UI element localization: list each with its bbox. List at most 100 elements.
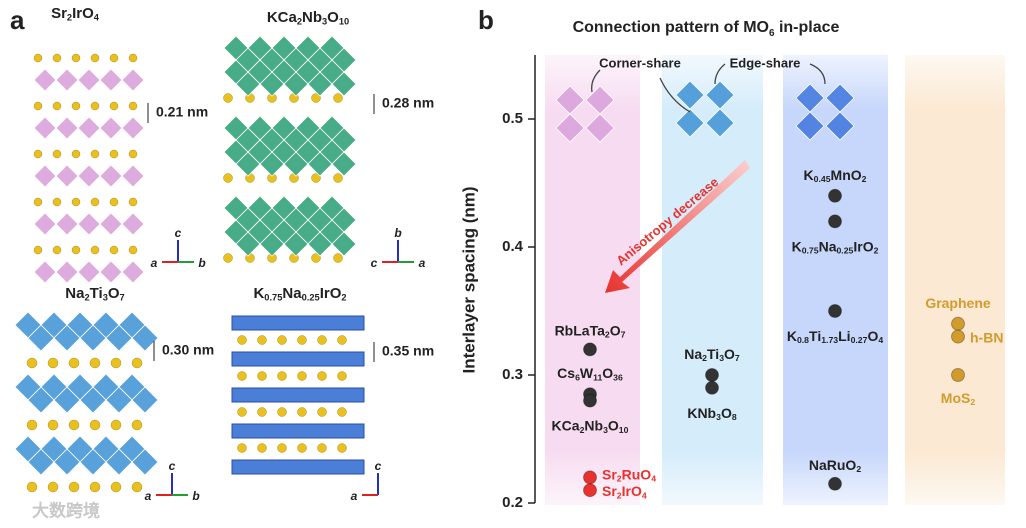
chart-title: Connection pattern of MO6 in-place: [573, 19, 840, 38]
data-point: [828, 476, 842, 491]
text-part: 0.25: [836, 246, 853, 256]
spacing-label: 0.35 nm: [382, 343, 434, 359]
text-part: 4: [651, 474, 656, 484]
text-part: 36: [613, 373, 623, 383]
atom: [277, 335, 287, 345]
text-part: O: [108, 285, 120, 302]
text-part: 7: [621, 330, 626, 340]
text-part: 6: [575, 373, 580, 383]
data-point: [705, 368, 719, 382]
data-point: [951, 329, 965, 344]
text-part: 2: [617, 474, 622, 484]
structure-title: K0.75Na0.25IrO2: [253, 285, 346, 303]
atom: [71, 53, 81, 63]
text-part: Nb: [302, 9, 322, 26]
layer: [231, 423, 365, 439]
atom: [257, 407, 267, 417]
text-part: 3: [716, 412, 721, 422]
y-tick-label: 0.3: [502, 366, 523, 383]
atom: [237, 371, 247, 381]
axis-letter: b: [198, 256, 205, 270]
text-part: K: [804, 167, 814, 183]
data-point: [951, 368, 965, 382]
atom: [297, 335, 307, 345]
text-part: RbLaTa: [555, 322, 606, 338]
text-part: 10: [339, 17, 349, 27]
atom: [311, 93, 321, 103]
octahedron: [121, 260, 145, 284]
text-part: 3: [603, 425, 608, 435]
text-part: 4: [94, 13, 100, 23]
point-label: K0.8Ti1.73Li0.27O4: [787, 328, 884, 346]
text-part: Cs: [557, 365, 575, 381]
annotation-arrow: [809, 63, 826, 85]
y-tick-label: 0.2: [502, 494, 523, 511]
text-part: Connection pattern of MO: [573, 19, 769, 36]
atom: [52, 149, 62, 159]
data-point: [583, 342, 597, 357]
atom: [90, 101, 100, 111]
text-part: 1.73: [821, 335, 838, 345]
text-part: Ti: [90, 285, 103, 302]
octahedron: [77, 212, 101, 236]
text-part: O: [867, 328, 878, 344]
atom: [337, 335, 347, 345]
octahedron: [555, 113, 585, 143]
octahedron: [27, 324, 55, 352]
text-part: 11: [593, 373, 602, 383]
atom: [128, 53, 138, 63]
text-part: O: [608, 417, 619, 433]
octahedron: [55, 212, 79, 236]
octahedron: [27, 448, 55, 476]
atom: [71, 149, 81, 159]
text-part: 6: [769, 27, 775, 38]
atom: [109, 101, 119, 111]
text-part: O: [602, 365, 613, 381]
point-label: KNb3O8: [687, 405, 737, 423]
text-part: Li: [838, 328, 850, 344]
axis-letter: a: [145, 489, 152, 503]
annotation: Corner-share: [599, 55, 681, 70]
atom: [110, 357, 122, 369]
octahedron: [77, 260, 101, 284]
octahedron: [131, 448, 159, 476]
point-label: K0.45MnO2: [804, 167, 867, 185]
y-axis-label: Interlayer spacing (nm): [459, 186, 478, 373]
atom: [237, 407, 247, 417]
point-label: Sr2RuO4: [602, 466, 656, 484]
atom: [277, 371, 287, 381]
text-part: 2: [617, 491, 622, 501]
octahedron: [99, 164, 123, 188]
text-part: 0.25: [302, 293, 320, 303]
atom: [311, 253, 321, 263]
text-part: O: [327, 9, 339, 26]
text-part: Graphene: [925, 295, 991, 311]
atom: [317, 371, 327, 381]
atom: [52, 197, 62, 207]
annotation: Edge-share: [730, 55, 801, 70]
text-part: 2: [862, 174, 867, 184]
octahedron: [53, 448, 81, 476]
text-part: in-place: [775, 19, 840, 36]
text-part: 2: [297, 17, 302, 27]
atom: [90, 149, 100, 159]
panel-letter: b: [478, 5, 494, 35]
text-part: 0.75: [264, 293, 282, 303]
axis-letter: a: [351, 489, 358, 503]
atom: [131, 419, 143, 431]
octahedron: [99, 260, 123, 284]
layer: [231, 315, 365, 331]
octahedron: [675, 108, 705, 138]
octahedron: [825, 111, 855, 141]
octahedron: [77, 68, 101, 92]
point-label: KCa2Nb3O10: [552, 417, 629, 435]
text-part: KNb: [687, 405, 716, 421]
text-part: 3: [719, 353, 724, 363]
axis-letter: a: [419, 256, 426, 270]
text-part: 10: [619, 425, 629, 435]
octahedron: [99, 68, 123, 92]
atom: [33, 245, 43, 255]
data-point: [828, 214, 842, 229]
layer: [231, 351, 365, 367]
atom: [317, 335, 327, 345]
